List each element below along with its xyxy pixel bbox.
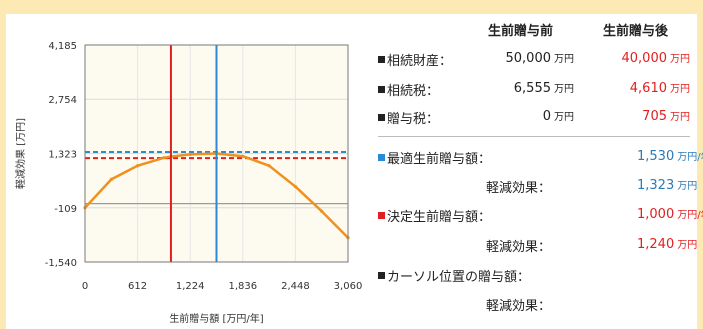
decided-effect-value: 1,240 万円 [637, 237, 698, 252]
gift-tax-before: 0 万円 [542, 109, 574, 124]
optimal-effect-label: 軽減効果： [486, 181, 552, 196]
inheritance-assets-before: 50,000 万円 [505, 51, 575, 66]
inheritance-tax-before: 6,555 万円 [513, 81, 574, 96]
x-tick-label: 0 [82, 281, 88, 292]
decided-bullet-icon [378, 212, 385, 219]
section-divider [378, 136, 690, 137]
inheritance-tax-after: 4,610 万円 [629, 81, 690, 96]
header-before: 生前贈与前 [488, 24, 554, 39]
x-tick-label: 2,448 [281, 281, 310, 292]
decided-amount-label: 決定生前贈与額： [387, 210, 492, 225]
bullet-icon [378, 56, 385, 63]
x-tick-labels: 0 612 1,224 1,836 2,448 3,060 [82, 281, 363, 292]
x-tick-label: 3,060 [334, 281, 363, 292]
bullet-icon [378, 272, 385, 279]
reduction-effect-curve [84, 152, 349, 239]
curve-point [162, 156, 166, 160]
optimal-bullet-icon [378, 154, 385, 161]
optimal-effect-value: 1,323 万円 [637, 178, 698, 193]
gift-tax-label: 贈与税： [387, 112, 440, 127]
curve-point [109, 177, 113, 181]
header-after: 生前贈与後 [603, 24, 669, 39]
optimal-amount-label: 最適生前贈与額： [387, 152, 492, 167]
curve-point [136, 164, 140, 168]
y-tick-label: 1,323 [48, 149, 77, 160]
curve-point [320, 209, 324, 213]
y-tick-labels: 4,185 2,754 1,323 -109 -1,540 [45, 41, 77, 269]
y-tick-label: -109 [54, 204, 77, 215]
x-tick-label: 612 [128, 281, 147, 292]
cursor-effect-label: 軽減効果： [486, 299, 552, 314]
bullet-icon [378, 114, 385, 121]
cursor-amount-label: カーソル位置の贈与額： [387, 270, 531, 285]
bullet-icon [378, 86, 385, 93]
top-frame-bar [0, 0, 703, 14]
curve-point [241, 154, 245, 158]
gift-tax-after: 705 万円 [642, 109, 690, 124]
y-axis-label: 軽減効果 [万円] [14, 118, 27, 189]
x-tick-label: 1,224 [176, 281, 205, 292]
curve-point [267, 164, 271, 168]
x-tick-label: 1,836 [228, 281, 257, 292]
curve-point [293, 184, 297, 189]
inheritance-assets-label: 相続財産： [387, 54, 453, 69]
x-axis-label: 生前贈与額 [万円/年] [169, 312, 263, 325]
reduction-effect-chart[interactable]: 4,185 2,754 1,323 -109 -1,540 0 612 1,224 1,836… [0, 0, 370, 329]
curve-point [188, 152, 192, 156]
y-tick-label: 4,185 [48, 41, 77, 52]
y-tick-label: -1,540 [45, 258, 77, 269]
plot-frame [84, 44, 349, 263]
inheritance-tax-label: 相続税： [387, 84, 440, 99]
decided-effect-label: 軽減効果： [486, 240, 552, 255]
inheritance-assets-after: 40,000 万円 [621, 51, 691, 66]
y-tick-label: 2,754 [48, 95, 77, 106]
